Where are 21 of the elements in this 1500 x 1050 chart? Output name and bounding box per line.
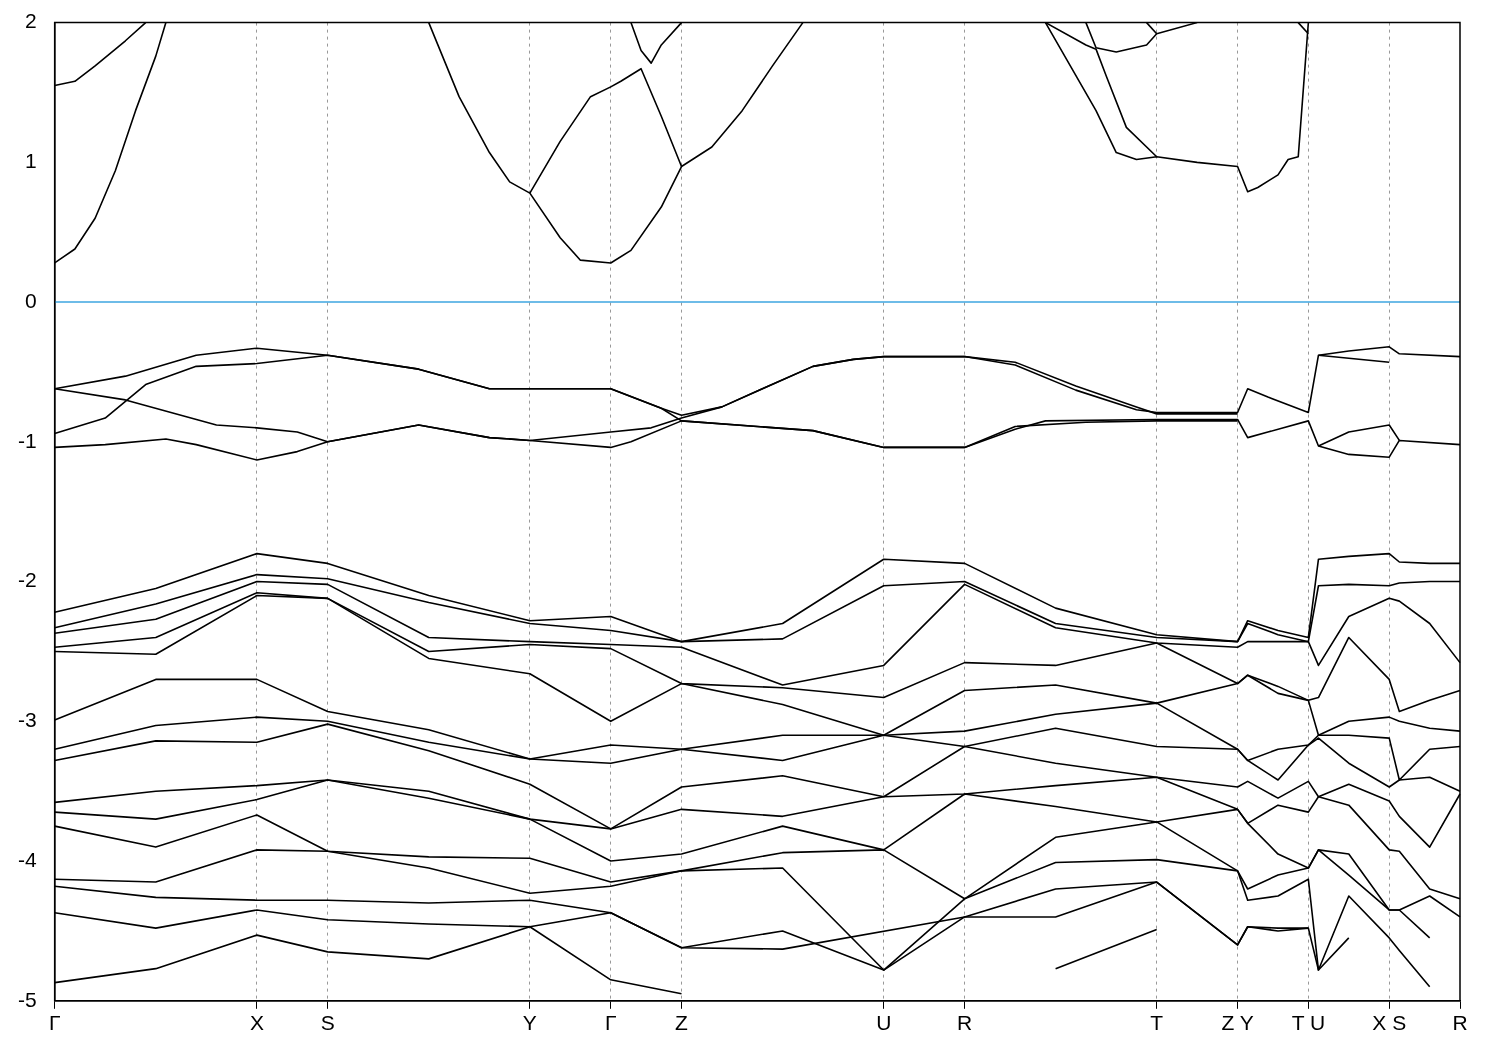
y-tick-label: -3 [17, 708, 37, 732]
x-tick-label: Γ [48, 1011, 61, 1035]
x-tick-label: T U [1291, 1011, 1326, 1035]
y-tick-label: -5 [17, 987, 37, 1011]
y-tick-label: 0 [24, 288, 37, 312]
x-tick-label: X [249, 1011, 264, 1035]
y-tick-label: -2 [17, 568, 37, 592]
x-tick-label: Γ [604, 1011, 617, 1035]
y-tick-label: -4 [17, 847, 37, 871]
x-tick-label: R [1452, 1011, 1468, 1035]
y-tick-label: 1 [24, 149, 37, 173]
y-tick-label: -1 [17, 428, 37, 452]
x-tick-label: Z [675, 1011, 689, 1035]
x-tick-label: R [957, 1011, 973, 1035]
x-tick-label: S [320, 1011, 335, 1035]
y-tick-label: 2 [24, 9, 37, 33]
x-tick-label: U [876, 1011, 892, 1035]
x-tick-label: Y [522, 1011, 537, 1035]
x-tick-label: X S [1372, 1011, 1407, 1035]
x-tick-label: T [1150, 1011, 1164, 1035]
x-tick-label: Z Y [1221, 1011, 1254, 1035]
